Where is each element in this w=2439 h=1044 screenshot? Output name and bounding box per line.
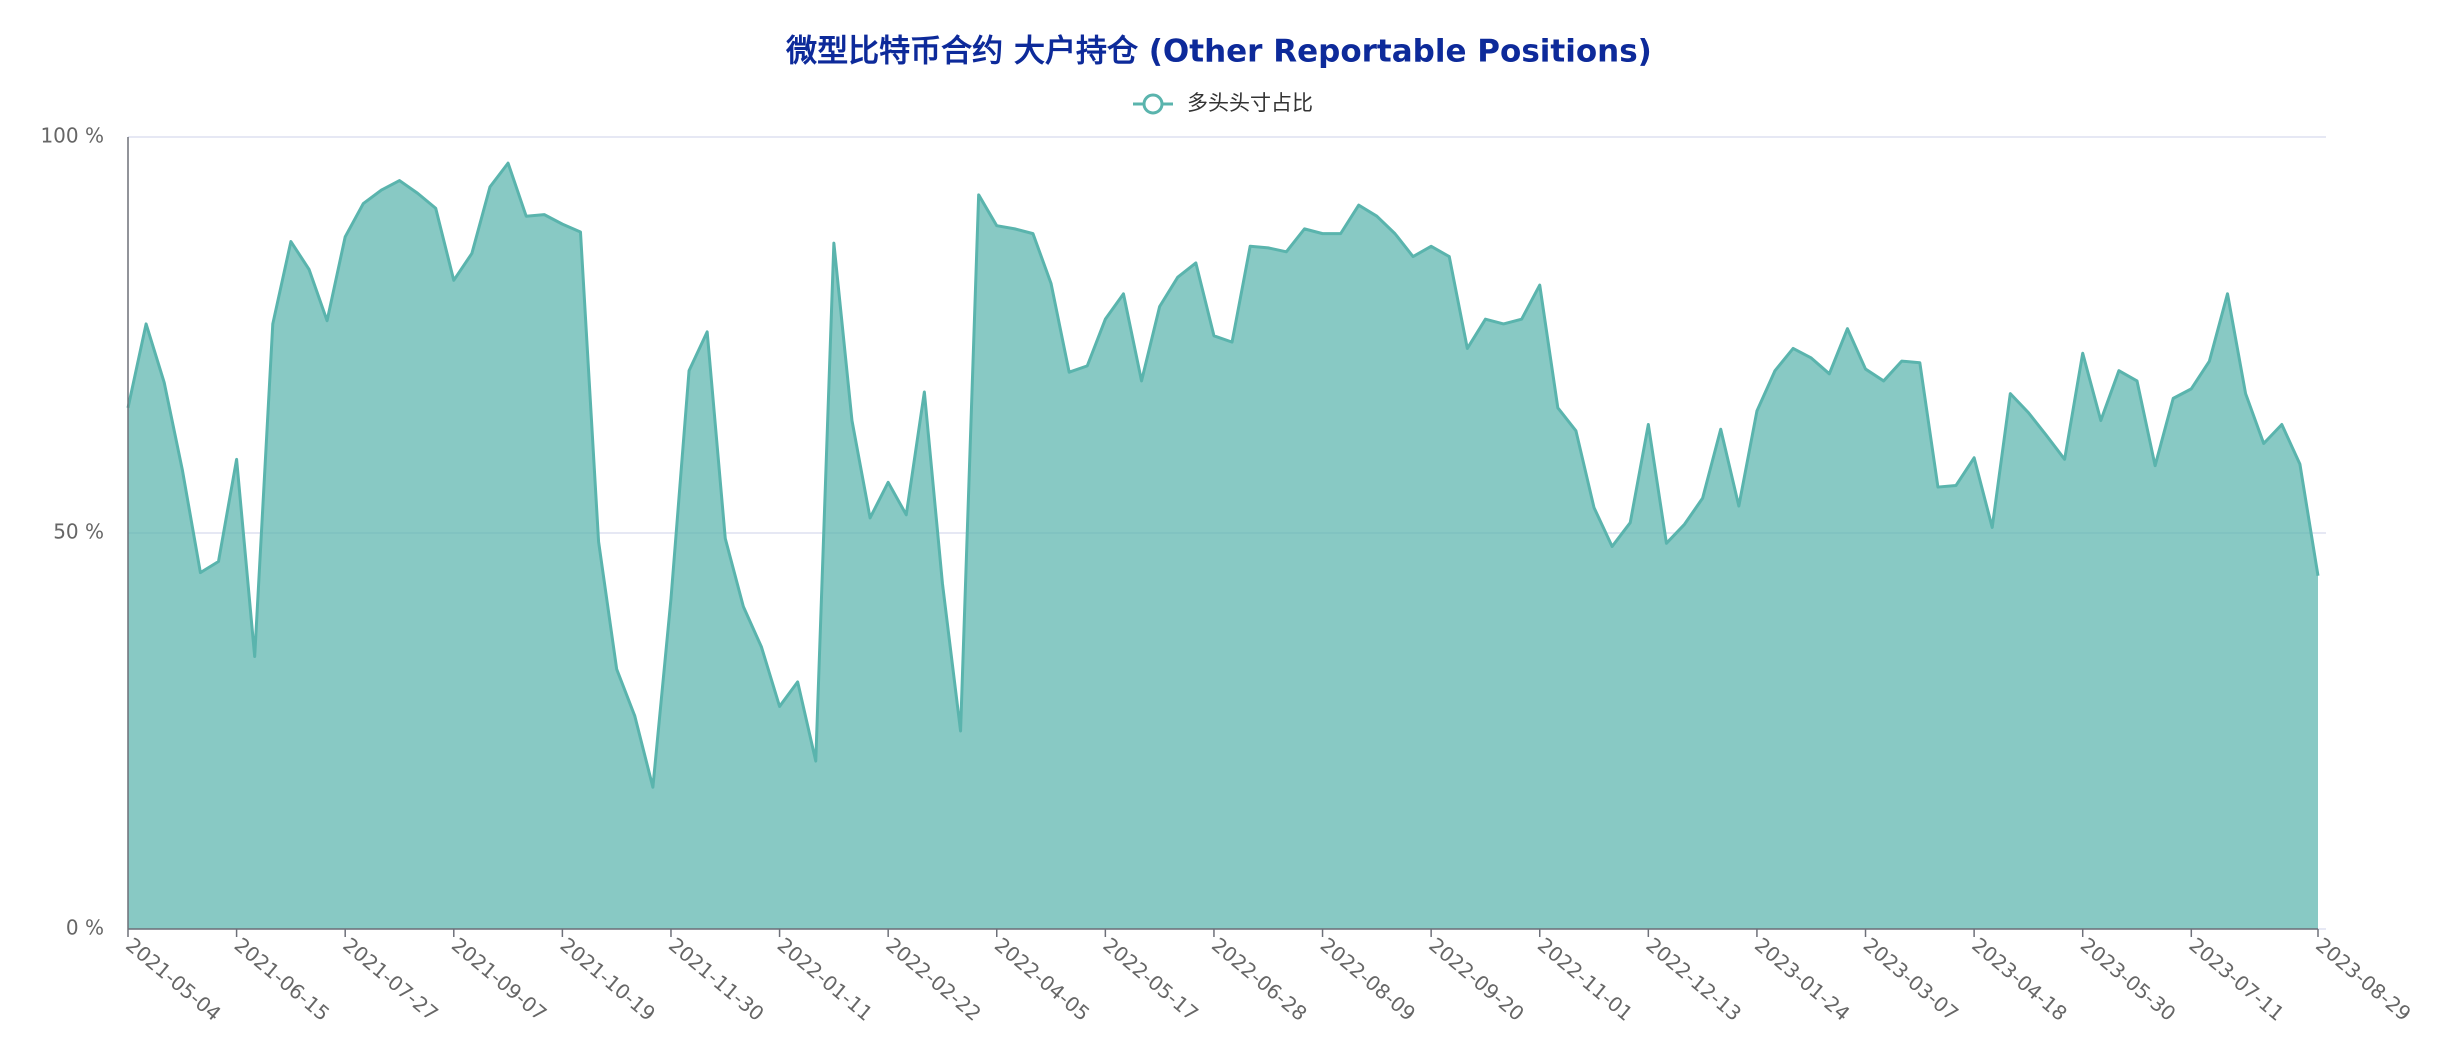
x-tick-label: 2021-11-30 bbox=[664, 933, 768, 1026]
x-tick-label: 2022-09-20 bbox=[1424, 933, 1528, 1026]
x-tick-label: 2022-04-05 bbox=[990, 933, 1094, 1026]
y-tick-label: 0 % bbox=[66, 916, 104, 940]
y-tick-label: 100 % bbox=[40, 124, 104, 148]
x-tick-label: 2023-04-18 bbox=[1967, 933, 2071, 1026]
x-tick-label: 2021-05-04 bbox=[121, 933, 225, 1026]
area bbox=[128, 163, 2318, 929]
x-tick-label: 2022-05-17 bbox=[1099, 933, 1203, 1026]
line bbox=[126, 161, 2320, 789]
x-tick-label: 2022-08-09 bbox=[1316, 933, 1420, 1026]
chart-title: 微型比特币合约 大户持仓 (Other Reportable Positions… bbox=[785, 34, 1652, 70]
y-tick-label: 50 % bbox=[53, 520, 104, 544]
x-tick-label: 2023-07-11 bbox=[2185, 933, 2289, 1026]
legend-label: 多头头寸占比 bbox=[1187, 91, 1313, 115]
x-tick-label: 2021-10-19 bbox=[556, 933, 660, 1026]
x-tick-label: 2023-05-30 bbox=[2076, 933, 2180, 1026]
x-tick-label: 2022-01-11 bbox=[773, 933, 877, 1026]
x-tick-label: 2023-08-29 bbox=[2311, 933, 2415, 1026]
x-tick-label: 2022-11-01 bbox=[1533, 933, 1637, 1026]
x-tick-label: 2021-09-07 bbox=[447, 933, 551, 1026]
x-tick-label: 2022-02-22 bbox=[881, 933, 985, 1026]
x-tick-label: 2023-01-24 bbox=[1750, 933, 1854, 1026]
x-tick-label: 2022-06-28 bbox=[1207, 933, 1311, 1026]
x-tick-label: 2022-12-13 bbox=[1642, 933, 1746, 1026]
x-tick-label: 2023-03-07 bbox=[1859, 933, 1963, 1026]
x-tick-label: 2021-07-27 bbox=[338, 933, 442, 1026]
x-tick-label: 2021-06-15 bbox=[230, 933, 334, 1026]
legend-marker bbox=[1142, 93, 1164, 115]
